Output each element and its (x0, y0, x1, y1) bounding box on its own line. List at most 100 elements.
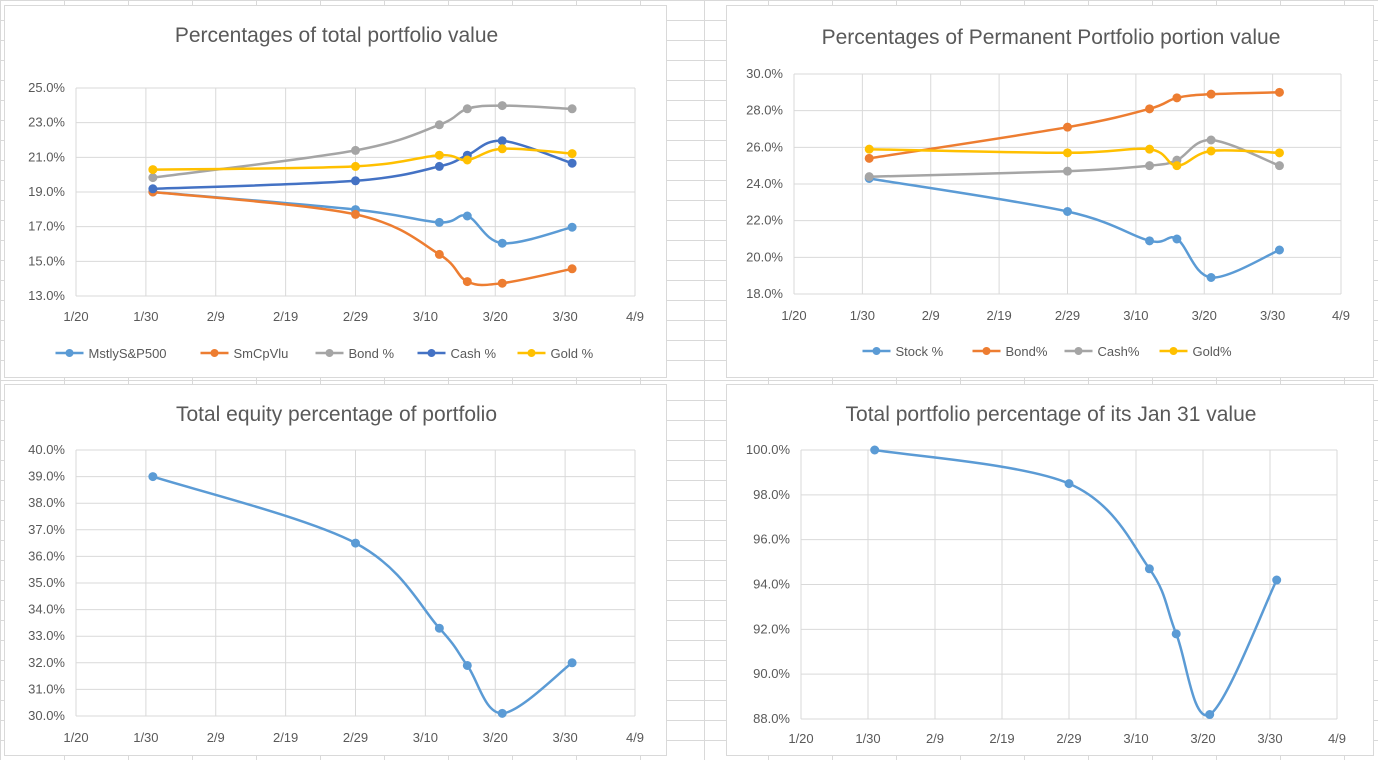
x-tick-label: 4/9 (626, 309, 644, 324)
data-point[interactable] (1274, 245, 1284, 255)
data-point[interactable] (351, 209, 360, 219)
x-tick-label: 2/9 (922, 308, 940, 323)
data-point[interactable] (434, 161, 444, 171)
data-point[interactable] (1272, 575, 1282, 585)
legend-item-stock-pct[interactable]: Stock % (862, 344, 944, 359)
data-point[interactable] (864, 144, 874, 154)
data-point[interactable] (462, 104, 472, 114)
data-point[interactable] (864, 153, 874, 163)
data-point[interactable] (567, 222, 577, 232)
data-point[interactable] (497, 144, 507, 154)
x-tick-label: 3/10 (413, 730, 438, 745)
data-point[interactable] (1274, 148, 1284, 158)
x-tick-label: 3/20 (1192, 308, 1217, 323)
y-tick-label: 25.0% (28, 80, 65, 95)
chart-panel-total-equity[interactable]: Total equity percentage of portfolio 30.0… (4, 384, 667, 756)
y-tick-label: 92.0% (753, 621, 790, 636)
data-point[interactable] (1063, 207, 1072, 216)
legend-swatch-marker (982, 347, 991, 355)
series-smcpvlu (148, 187, 577, 288)
data-point[interactable] (351, 538, 360, 548)
chart-permanent-portfolio-percentages: Percentages of Permanent Portfolio porti… (746, 26, 1350, 359)
legend-swatch-marker (210, 349, 219, 357)
data-point[interactable] (1172, 161, 1182, 171)
data-point[interactable] (567, 104, 577, 114)
data-point[interactable] (148, 165, 158, 175)
data-point[interactable] (1171, 629, 1181, 639)
legend-item-goldpct[interactable]: Gold% (1159, 344, 1232, 359)
data-point[interactable] (148, 472, 158, 482)
data-point[interactable] (567, 264, 577, 274)
data-point[interactable] (497, 136, 507, 146)
data-point[interactable] (1063, 148, 1072, 158)
data-point[interactable] (1145, 144, 1155, 154)
legend-item-smcpvlu[interactable]: SmCpVlu (200, 346, 289, 361)
data-point[interactable] (1206, 135, 1216, 145)
chart-title: Percentages of Permanent Portfolio porti… (822, 26, 1281, 49)
y-tick-label: 20.0% (746, 249, 783, 264)
data-point[interactable] (567, 149, 577, 159)
chart-panel-jan31-value[interactable]: Total portfolio percentage of its Jan 31… (726, 384, 1374, 756)
data-point[interactable] (148, 184, 158, 194)
y-tick-label: 38.0% (28, 495, 65, 510)
legend: Stock % Bond% Cash% Gold% (862, 344, 1232, 359)
legend-item-bondpct[interactable]: Bond% (972, 344, 1048, 359)
series-goldpct (864, 144, 1284, 171)
data-point[interactable] (870, 445, 880, 455)
data-point[interactable] (1274, 87, 1284, 97)
x-tick-label: 3/10 (1123, 308, 1148, 323)
data-point[interactable] (434, 623, 444, 633)
data-point[interactable] (567, 158, 577, 168)
data-point[interactable] (148, 173, 158, 183)
chart-panel-permanent-portfolio[interactable]: Percentages of Permanent Portfolio porti… (726, 5, 1374, 378)
data-point[interactable] (1145, 104, 1155, 114)
data-point[interactable] (1206, 146, 1216, 156)
data-point[interactable] (1172, 93, 1182, 103)
y-tick-label: 30.0% (746, 66, 783, 81)
data-point[interactable] (434, 249, 444, 259)
data-point[interactable] (1064, 479, 1074, 489)
data-point[interactable] (864, 172, 874, 182)
x-tick-label: 1/30 (850, 308, 875, 323)
data-point[interactable] (351, 145, 360, 155)
data-point[interactable] (497, 101, 507, 111)
y-tick-label: 26.0% (746, 139, 783, 154)
chart-title: Total portfolio percentage of its Jan 31… (846, 403, 1257, 426)
data-point[interactable] (567, 658, 577, 668)
data-point[interactable] (434, 120, 444, 130)
legend-label: Bond% (1006, 344, 1048, 359)
data-point[interactable] (497, 278, 507, 288)
data-point[interactable] (462, 211, 472, 221)
data-point[interactable] (434, 150, 444, 160)
series-stock-pct (864, 174, 1284, 282)
data-point[interactable] (1063, 166, 1072, 176)
data-point[interactable] (351, 161, 360, 171)
legend: MstlyS&P500 SmCpVlu Bond % Cash % Gold % (55, 346, 594, 361)
legend-label: Gold % (551, 346, 594, 361)
data-point[interactable] (1063, 122, 1072, 132)
legend-item-mstlysandp500[interactable]: MstlyS&P500 (55, 346, 167, 361)
data-point[interactable] (351, 176, 360, 186)
legend-item-cashpct[interactable]: Cash% (1064, 344, 1140, 359)
legend-item-gold-pct[interactable]: Gold % (517, 346, 594, 361)
legend-swatch-marker (427, 349, 436, 357)
data-point[interactable] (1144, 564, 1154, 574)
chart-panel-total-portfolio[interactable]: Percentages of total portfolio value 13.0… (4, 5, 667, 378)
y-tick-label: 30.0% (28, 708, 65, 723)
data-point[interactable] (1145, 161, 1155, 171)
legend-item-bond-pct[interactable]: Bond % (315, 346, 395, 361)
data-point[interactable] (1172, 234, 1182, 244)
data-point[interactable] (462, 277, 472, 287)
data-point[interactable] (462, 660, 472, 670)
data-point[interactable] (1206, 273, 1216, 282)
y-tick-label: 18.0% (746, 286, 783, 301)
data-point[interactable] (434, 217, 444, 227)
legend-item-cash-pct[interactable]: Cash % (417, 346, 497, 361)
data-point[interactable] (497, 238, 507, 248)
data-point[interactable] (1274, 161, 1284, 171)
data-point[interactable] (497, 708, 507, 718)
data-point[interactable] (1206, 89, 1216, 99)
data-point[interactable] (1205, 710, 1215, 720)
data-point[interactable] (1145, 236, 1155, 246)
data-point[interactable] (462, 155, 472, 165)
